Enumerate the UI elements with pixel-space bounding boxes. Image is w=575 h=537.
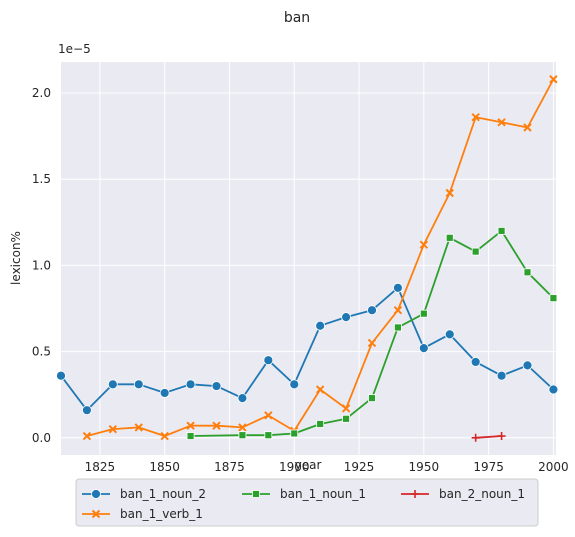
series-ban_1_noun_2 — [56, 282, 559, 416]
legend-marker — [91, 489, 101, 499]
data-point — [185, 379, 196, 390]
data-point — [186, 432, 195, 440]
data-point — [522, 360, 533, 371]
series-ban_2_noun_1 — [471, 432, 506, 442]
data-point — [444, 329, 455, 340]
x-tick-label: 1975 — [473, 460, 504, 474]
data-point — [316, 420, 325, 428]
data-point — [263, 355, 274, 366]
data-point — [211, 381, 222, 391]
data-point — [82, 405, 92, 416]
data-point — [523, 268, 532, 277]
data-point — [212, 421, 221, 430]
y-tick-label: 1.0 — [32, 258, 51, 272]
data-point — [445, 233, 454, 242]
legend: ban_1_noun_2 ban_1_verb_1 ban_1_noun_1 ban_… — [75, 478, 539, 527]
legend-entry-ban_2_noun_1: ban_2_noun_1 — [401, 487, 525, 501]
data-point — [497, 432, 506, 441]
data-point — [496, 370, 507, 381]
data-point — [315, 320, 326, 331]
x-tick-label: 1850 — [149, 460, 180, 474]
data-point — [107, 379, 118, 390]
data-point — [134, 423, 143, 432]
chart-title: ban — [284, 10, 310, 26]
data-point — [342, 414, 350, 423]
data-point — [548, 384, 559, 395]
legend-label: ban_1_noun_2 — [120, 487, 206, 501]
data-point — [471, 247, 480, 256]
data-point — [368, 394, 376, 403]
x-tick-label: 1825 — [85, 460, 116, 474]
y-axis-label: lexicon% — [9, 231, 23, 285]
y-tick-label: 2.0 — [32, 86, 51, 100]
data-point — [56, 370, 66, 381]
data-point — [341, 312, 351, 323]
legend-marker — [252, 490, 260, 498]
data-point — [264, 411, 273, 420]
data-point — [238, 423, 247, 432]
data-point — [497, 227, 506, 235]
data-point — [133, 379, 144, 390]
x-axis-label: year — [295, 458, 322, 472]
x-tick-label: 1925 — [344, 460, 375, 474]
legend-marker — [91, 509, 101, 519]
y-offset-label: 1e−5 — [58, 42, 91, 56]
series-line — [475, 435, 502, 439]
data-point — [393, 282, 403, 293]
x-tick-label: 1875 — [214, 460, 245, 474]
legend-label: ban_1_verb_1 — [120, 507, 203, 521]
series-ban_1_noun_1 — [186, 227, 558, 440]
data-point — [186, 421, 195, 430]
x-tick-label: 2000 — [538, 460, 569, 474]
data-point — [470, 357, 481, 367]
data-point — [238, 431, 247, 440]
y-tick-label: 0.0 — [32, 431, 51, 445]
data-point — [367, 305, 377, 316]
legend-label: ban_2_noun_1 — [439, 487, 525, 501]
data-point — [549, 294, 558, 303]
y-tick-labels: 0.0 0.5 1.0 1.5 2.0 — [32, 86, 51, 445]
data-point — [393, 306, 403, 315]
legend-frame — [75, 478, 539, 527]
data-point — [290, 429, 299, 438]
data-point — [418, 343, 429, 354]
x-tick-labels: 1825 1850 1875 1900 1925 1950 1975 2000 — [85, 460, 569, 474]
data-point — [549, 75, 558, 84]
data-point — [471, 112, 480, 122]
data-point — [497, 118, 506, 127]
data-point — [289, 379, 300, 390]
series-layer — [56, 75, 559, 442]
y-tick-label: 1.5 — [32, 172, 51, 186]
plot-area — [61, 62, 556, 455]
series-line — [190, 230, 555, 437]
data-point — [108, 424, 118, 434]
data-point — [82, 431, 92, 441]
data-point — [341, 404, 351, 413]
data-point — [419, 240, 429, 249]
x-tick-label: 1900 — [279, 460, 310, 474]
data-point — [471, 433, 480, 442]
data-point — [419, 309, 428, 318]
y-tick-label: 0.5 — [32, 345, 51, 359]
data-point — [523, 123, 532, 132]
data-point — [160, 431, 169, 441]
data-point — [237, 393, 248, 404]
data-point — [445, 188, 454, 198]
series-ban_1_verb_1 — [82, 75, 558, 441]
data-point — [367, 338, 377, 348]
legend-label: ban_1_noun_1 — [280, 487, 366, 501]
data-point — [264, 431, 273, 440]
legend-entry-ban_1_noun_1: ban_1_noun_1 — [242, 487, 366, 501]
data-point — [159, 388, 170, 398]
x-tick-label: 1950 — [409, 460, 440, 474]
legend-marker — [411, 490, 419, 498]
grid — [61, 62, 556, 455]
data-point — [315, 385, 325, 394]
legend-entry-ban_1_verb_1: ban_1_verb_1 — [82, 507, 203, 521]
legend-entry-ban_1_noun_2: ban_1_noun_2 — [82, 487, 206, 501]
data-point — [394, 323, 402, 332]
